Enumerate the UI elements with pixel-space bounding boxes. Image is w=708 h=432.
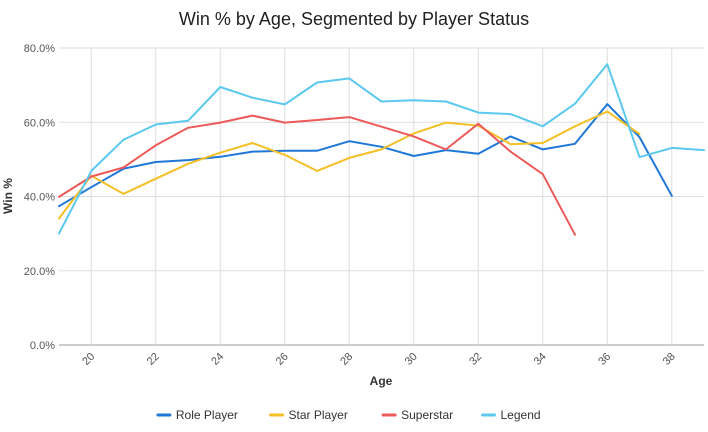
legend-item: Legend bbox=[481, 408, 541, 422]
series bbox=[58, 63, 705, 236]
y-tick-label: 0.0% bbox=[30, 340, 55, 352]
x-tick-label: 30 bbox=[403, 351, 420, 368]
grid bbox=[59, 47, 704, 346]
y-axis-label: Win % bbox=[1, 178, 15, 214]
x-tick-label: 28 bbox=[338, 351, 355, 368]
y-tick-label: 40.0% bbox=[24, 192, 55, 204]
legend-label: Role Player bbox=[176, 408, 238, 422]
legend-item: Superstar bbox=[381, 408, 453, 422]
x-tick-label: 38 bbox=[661, 351, 678, 368]
chart-title: Win % by Age, Segmented by Player Status bbox=[179, 9, 529, 29]
legend: Role Player Star Player Superstar Legend bbox=[156, 408, 541, 422]
x-tick-label: 26 bbox=[274, 351, 291, 368]
x-axis-label: Age bbox=[370, 374, 393, 388]
series-line-role-player bbox=[58, 103, 673, 208]
x-tick-label: 22 bbox=[145, 351, 162, 368]
legend-label: Superstar bbox=[401, 408, 453, 422]
series-line-star-player bbox=[58, 110, 641, 220]
legend-item: Star Player bbox=[269, 408, 348, 422]
legend-label: Legend bbox=[501, 408, 541, 422]
legend-item: Role Player bbox=[156, 408, 238, 422]
y-tick-label: 60.0% bbox=[24, 117, 55, 129]
x-tick-label: 20 bbox=[80, 351, 97, 368]
series-line-legend bbox=[58, 63, 705, 235]
legend-label: Star Player bbox=[289, 408, 348, 422]
y-tick-label: 20.0% bbox=[24, 266, 55, 278]
series-line-superstar bbox=[58, 114, 576, 236]
x-tick-label: 34 bbox=[532, 351, 549, 368]
x-tick-label: 24 bbox=[209, 351, 226, 368]
x-tick-label: 36 bbox=[596, 351, 613, 368]
y-tick-label: 80.0% bbox=[24, 43, 55, 55]
axes: 0.0% 20.0% 40.0% 60.0% 80.0% 20 22 24 26 28 30 32 34… bbox=[24, 43, 678, 368]
x-tick-label: 32 bbox=[467, 351, 484, 368]
